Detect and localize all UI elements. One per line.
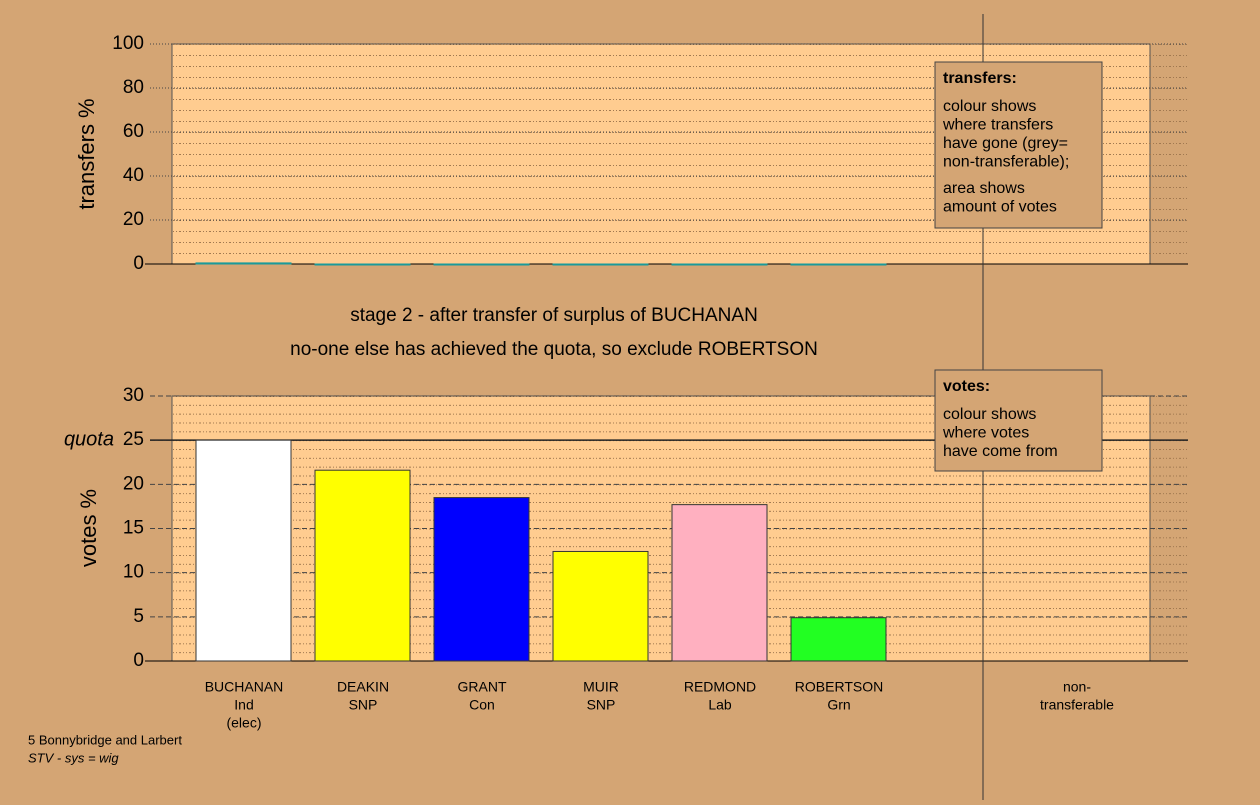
legend-title: votes:: [943, 378, 990, 395]
bar: [433, 497, 530, 662]
y-axis-label: transfers %: [74, 98, 99, 209]
x-tick-label: non-: [1063, 679, 1091, 695]
bar: [671, 263, 768, 266]
bar: [433, 263, 530, 266]
subtitle: stage 2 - after transfer of surplus of B…: [350, 305, 758, 326]
y-tick-label: 40: [123, 165, 144, 186]
x-tick-label: MUIR: [583, 679, 619, 695]
bar: [314, 263, 411, 266]
x-tick-label: GRANT: [458, 679, 507, 695]
bar: [790, 617, 887, 662]
x-tick-label: SNP: [587, 697, 616, 713]
y-tick-label: 0: [133, 650, 144, 671]
x-tick-label: REDMOND: [684, 679, 756, 695]
legend-box: [934, 369, 1103, 472]
bar: [195, 439, 292, 662]
legend-text: have gone (grey=: [943, 135, 1068, 152]
x-tick-label: Grn: [827, 697, 850, 713]
x-tick-label: DEAKIN: [337, 679, 389, 695]
x-tick-label: Con: [469, 697, 495, 713]
y-tick-label: 80: [123, 77, 144, 98]
y-tick-label: 20: [123, 209, 144, 230]
legend-text: where votes: [942, 425, 1029, 442]
y-tick-label: 30: [123, 385, 144, 406]
y-tick-label: 20: [123, 473, 144, 494]
legend-text: colour shows: [943, 98, 1036, 115]
legend-title: transfers:: [943, 70, 1017, 87]
bar: [552, 263, 649, 266]
bar: [790, 263, 887, 266]
footer: 5 Bonnybridge and Larbert: [28, 732, 182, 747]
legend-text: have come from: [943, 443, 1058, 460]
legend-box: [934, 61, 1103, 229]
y-tick-label: 5: [133, 606, 144, 627]
x-tick-label: ROBERTSON: [795, 679, 883, 695]
legend-text: non-transferable);: [943, 154, 1069, 171]
legend-text: colour shows: [943, 406, 1036, 423]
x-tick-label: Lab: [708, 697, 732, 713]
y-tick-label: 10: [123, 562, 144, 583]
subtitle: no-one else has achieved the quota, so e…: [290, 339, 818, 360]
bar: [314, 469, 411, 662]
x-tick-label: BUCHANAN: [205, 679, 284, 695]
x-tick-label: transferable: [1040, 697, 1114, 713]
bar: [671, 504, 768, 662]
legend-text: amount of votes: [943, 199, 1057, 216]
y-axis-label: votes %: [76, 489, 101, 567]
y-tick-label: 60: [123, 121, 144, 142]
x-tick-label: Ind: [234, 697, 253, 713]
x-tick-label: (elec): [226, 715, 261, 731]
content: 0 20 40 60 80 100 transfers % 0 5 10 15 20 25 30 votes…: [64, 33, 1188, 731]
legend-text: where transfers: [942, 117, 1053, 134]
y-tick-label: 100: [112, 33, 144, 54]
footer: STV - sys = wig: [28, 750, 119, 765]
x-tick-label: SNP: [349, 697, 378, 713]
y-tick-label: 0: [133, 253, 144, 274]
quota-label: quota: [64, 428, 114, 450]
bar: [195, 262, 292, 265]
y-tick-label: 25: [123, 429, 144, 450]
legend-text: area shows: [943, 180, 1025, 197]
y-tick-label: 15: [123, 518, 144, 539]
bar: [552, 550, 649, 662]
